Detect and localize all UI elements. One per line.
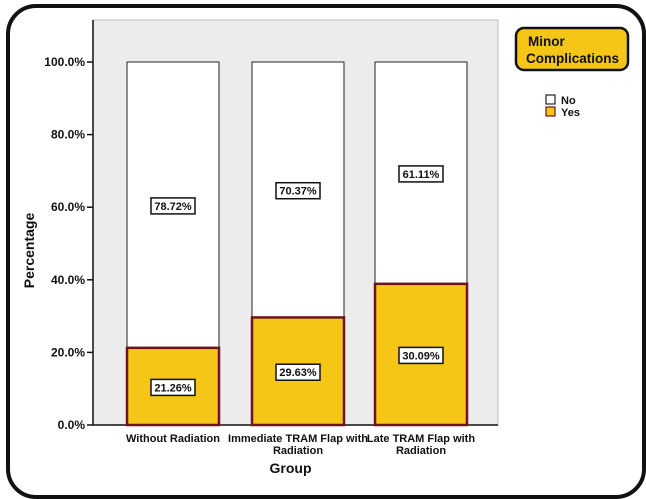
legend-swatch-no — [546, 95, 555, 104]
data-label-yes: 21.26% — [154, 382, 192, 394]
x-category-label: Late TRAM Flap with — [367, 433, 475, 445]
legend-title: Minor — [528, 34, 565, 49]
y-tick-label: 40.0% — [51, 273, 85, 287]
y-tick-label: 60.0% — [51, 200, 85, 214]
data-label-yes: 30.09% — [402, 350, 440, 362]
y-tick-label: 0.0% — [58, 418, 86, 432]
y-axis-title: Percentage — [21, 213, 37, 289]
data-label-no: 70.37% — [279, 186, 317, 198]
x-category-label: Immediate TRAM Flap with — [228, 433, 368, 445]
x-category-label: Without Radiation — [126, 433, 220, 445]
x-category-label: Radiation — [273, 445, 323, 457]
legend-item-no: No — [561, 95, 576, 107]
data-label-no: 78.72% — [154, 201, 192, 213]
legend-item-yes: Yes — [561, 107, 580, 119]
data-label-yes: 29.63% — [279, 367, 317, 379]
legend-title: Complications — [526, 51, 619, 66]
x-category-label: Radiation — [396, 445, 446, 457]
data-label-no: 61.11% — [403, 169, 440, 181]
y-tick-label: 80.0% — [51, 128, 85, 142]
x-axis-title: Group — [270, 460, 312, 476]
y-tick-label: 100.0% — [44, 55, 85, 69]
legend-swatch-yes — [546, 107, 555, 116]
y-tick-label: 20.0% — [51, 345, 85, 359]
